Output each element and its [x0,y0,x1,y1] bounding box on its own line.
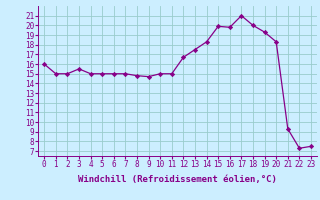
X-axis label: Windchill (Refroidissement éolien,°C): Windchill (Refroidissement éolien,°C) [78,175,277,184]
